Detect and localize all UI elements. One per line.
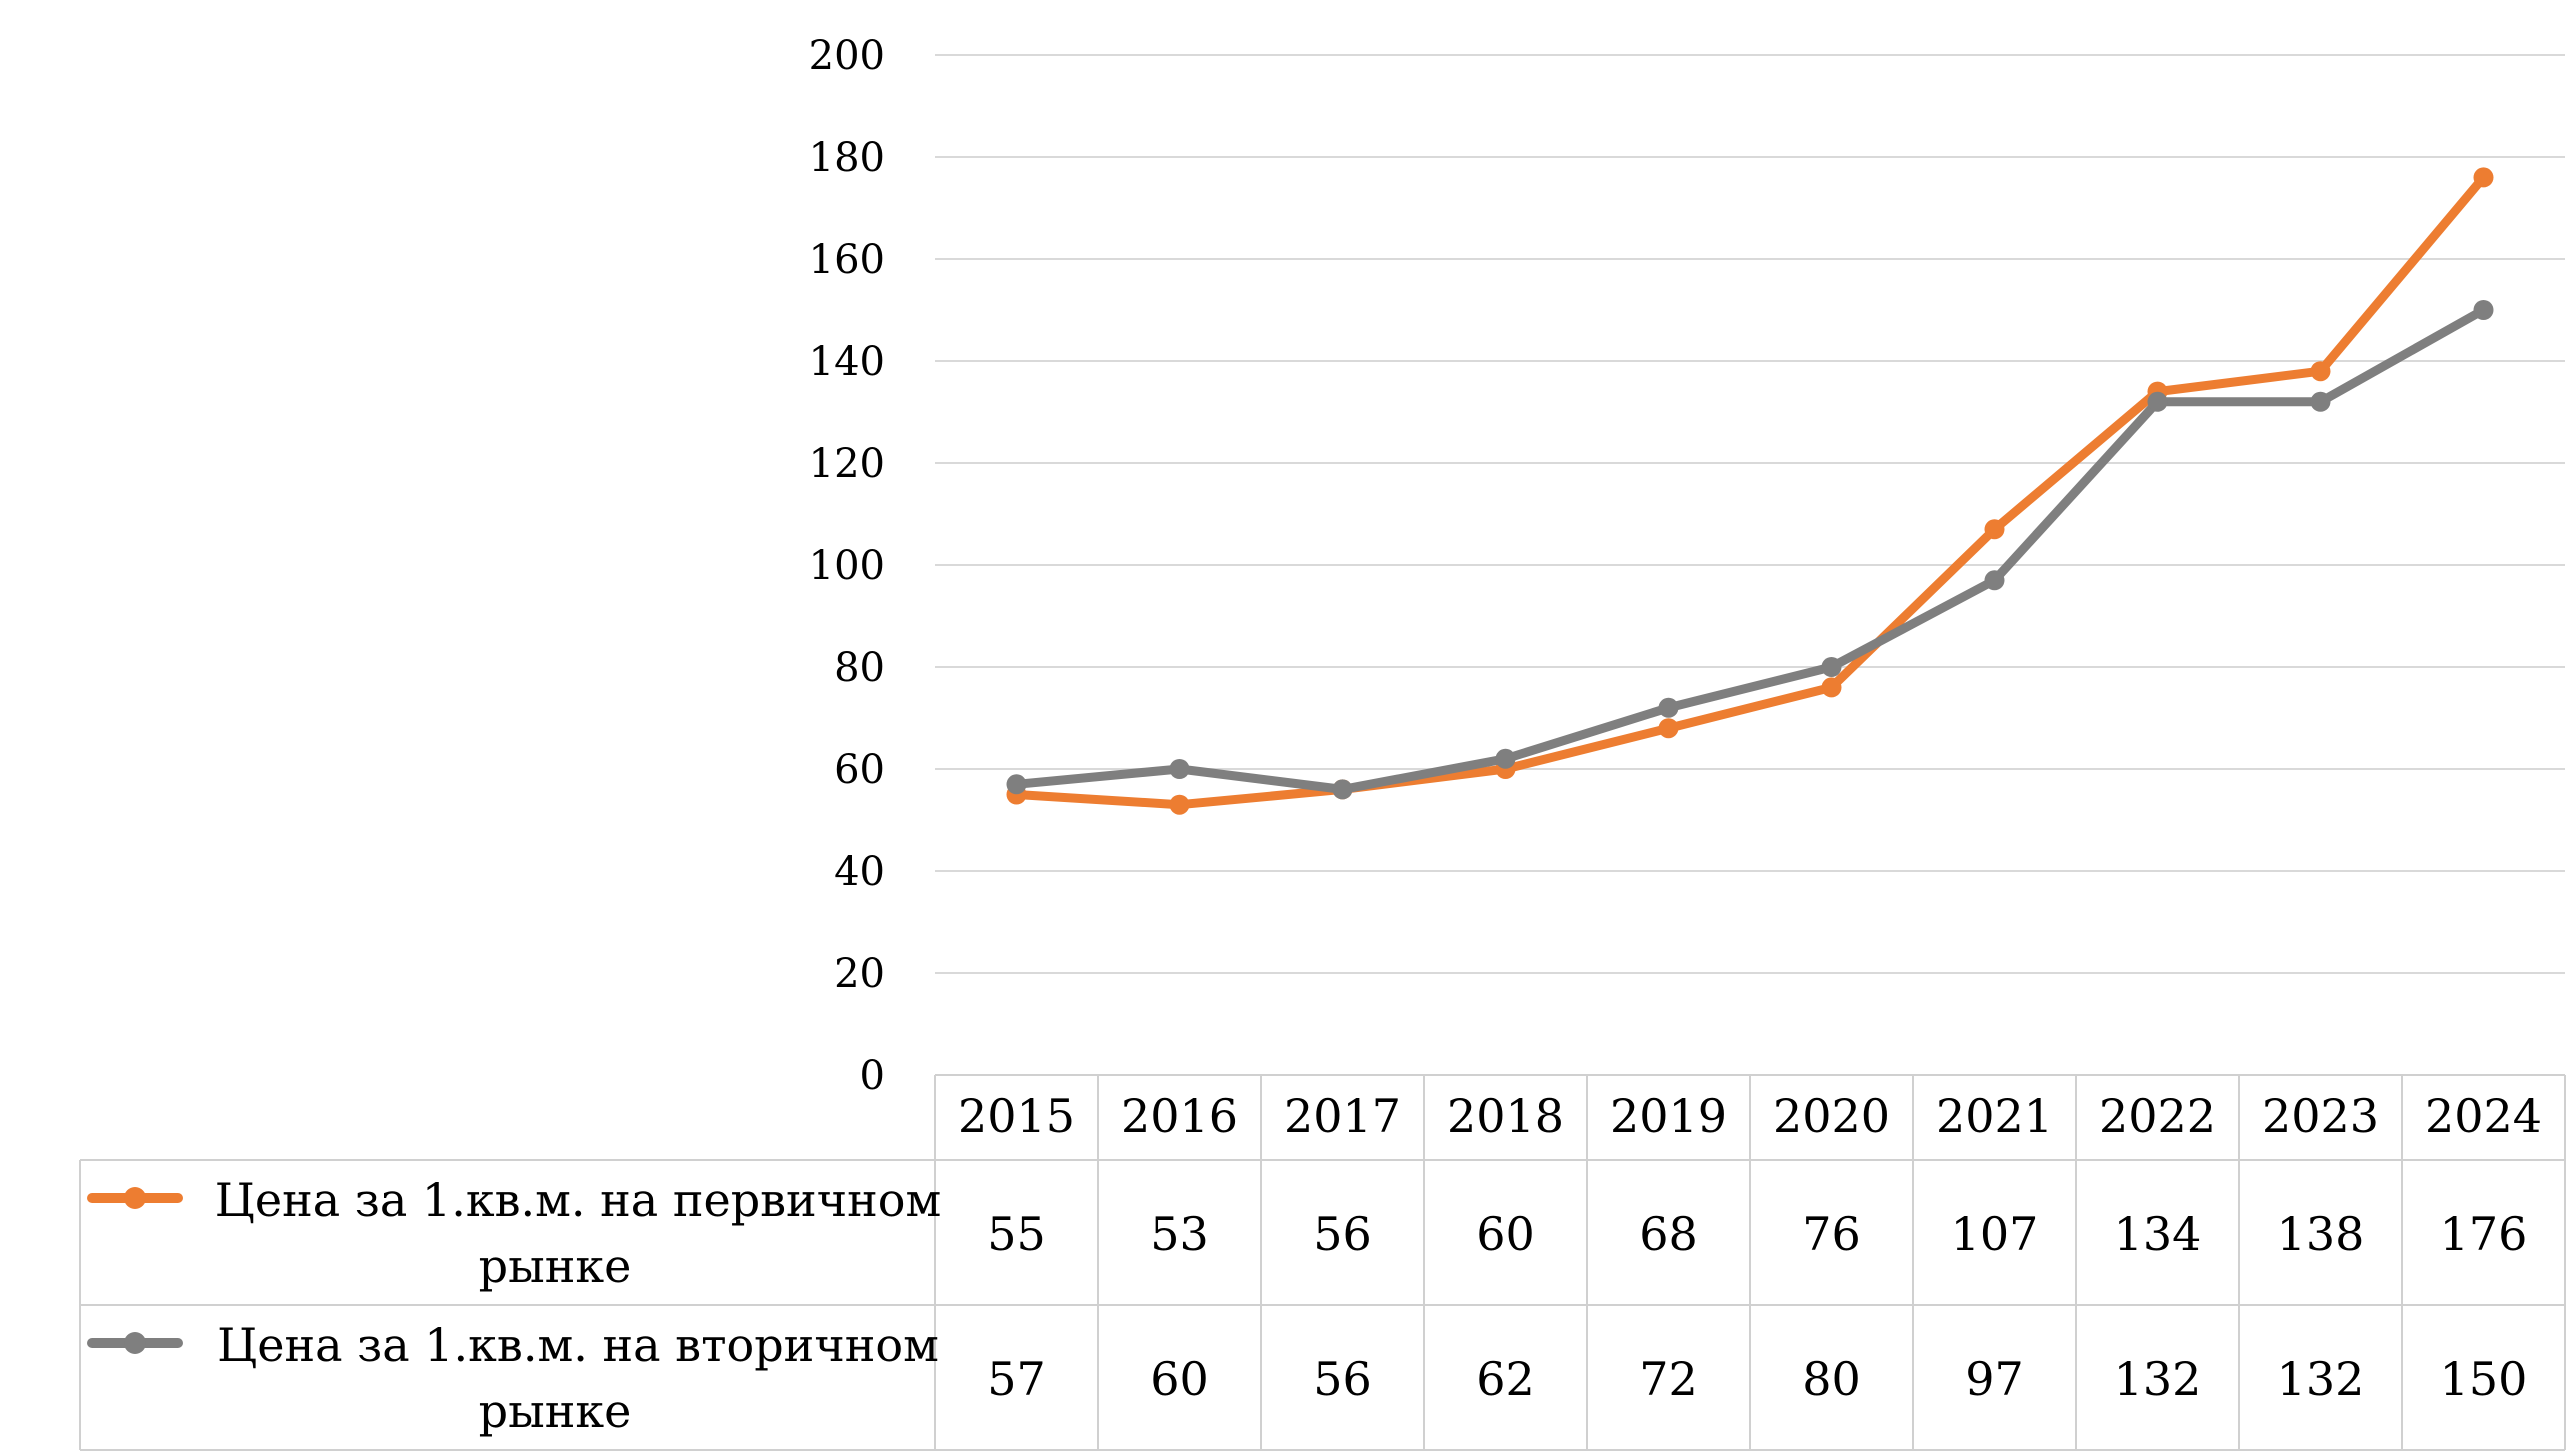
y-tick-label: 160 <box>809 237 885 283</box>
series-line <box>1012 305 2488 794</box>
data-table-value: 150 <box>2440 1352 2528 1406</box>
data-point <box>1658 697 1679 718</box>
y-tick-label: 100 <box>809 543 885 589</box>
data-table-value: 97 <box>1965 1352 2024 1406</box>
data-point <box>1984 570 2005 591</box>
x-category-label: 2018 <box>1447 1089 1564 1143</box>
legend-label: рынке <box>479 1384 632 1438</box>
data-point <box>2310 391 2331 412</box>
x-category-label: 2020 <box>1773 1089 1890 1143</box>
legend-key-marker <box>124 1187 146 1209</box>
data-point <box>1495 748 1516 769</box>
gridlines <box>935 54 2565 974</box>
data-table-value: 176 <box>2440 1207 2528 1261</box>
y-tick-label: 80 <box>834 645 885 691</box>
data-point <box>1332 779 1353 800</box>
y-tick-label: 180 <box>809 135 885 181</box>
data-point <box>2310 361 2331 382</box>
data-table-value: 53 <box>1150 1207 1209 1261</box>
data-table-value: 56 <box>1313 1207 1372 1261</box>
x-category-label: 2022 <box>2099 1089 2216 1143</box>
data-table-value: 132 <box>2114 1352 2202 1406</box>
data-table-value: 55 <box>987 1207 1046 1261</box>
y-tick-label: 60 <box>834 747 885 793</box>
data-point <box>1169 794 1190 815</box>
data-point <box>1984 519 2005 540</box>
x-category-label: 2021 <box>1936 1089 2053 1143</box>
y-tick-label: 0 <box>860 1053 885 1099</box>
x-category-label: 2023 <box>2262 1089 2379 1143</box>
legend-label: рынке <box>479 1239 632 1293</box>
y-tick-label: 140 <box>809 339 885 385</box>
data-point <box>1821 657 1842 677</box>
series-line <box>1012 172 2488 810</box>
data-table-value: 80 <box>1802 1352 1861 1406</box>
data-table-value: 134 <box>2114 1207 2202 1261</box>
data-point <box>2473 167 2494 188</box>
series-lines <box>1006 167 2494 815</box>
data-table-value: 57 <box>987 1352 1046 1406</box>
data-point <box>2147 391 2168 412</box>
data-point <box>1169 759 1190 779</box>
y-tick-label: 200 <box>809 33 885 79</box>
data-table-value: 62 <box>1476 1352 1535 1406</box>
y-axis: 0 20 40 60 80 100 120 140 160 180 200 <box>809 33 885 1099</box>
data-point <box>2473 300 2494 320</box>
x-category-label: 2019 <box>1610 1089 1727 1143</box>
data-table-value: 60 <box>1150 1352 1209 1406</box>
legend-key-marker <box>124 1332 146 1354</box>
data-table-value: 107 <box>1951 1207 2039 1261</box>
legend-label: Цена за 1.кв.м. на первичном <box>215 1173 942 1227</box>
data-table-value: 132 <box>2277 1352 2365 1406</box>
data-table-value: 72 <box>1639 1352 1698 1406</box>
data-table-value: 60 <box>1476 1207 1535 1261</box>
data-table-value: 76 <box>1802 1207 1861 1261</box>
data-point <box>1821 677 1842 698</box>
y-tick-label: 20 <box>834 951 885 997</box>
y-tick-label: 120 <box>809 441 885 487</box>
x-category-label: 2016 <box>1121 1089 1238 1143</box>
data-point <box>1006 774 1027 795</box>
data-table: 2015 2016 2017 2018 2019 2020 2021 2022 2023 2024… <box>79 1074 2566 1451</box>
legend-label: Цена за 1.кв.м. на вторичном <box>217 1318 939 1372</box>
data-table-value: 56 <box>1313 1352 1372 1406</box>
data-table-value: 68 <box>1639 1207 1698 1261</box>
x-category-label: 2017 <box>1284 1089 1401 1143</box>
data-table-value: 138 <box>2277 1207 2365 1261</box>
y-tick-label: 40 <box>834 849 885 895</box>
x-category-label: 2024 <box>2425 1089 2542 1143</box>
data-point <box>1658 718 1679 739</box>
x-category-label: 2015 <box>958 1089 1075 1143</box>
